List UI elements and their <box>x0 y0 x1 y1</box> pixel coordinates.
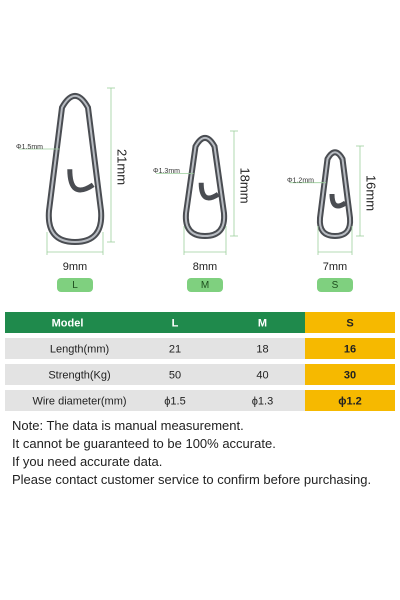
width-label: 9mm <box>63 261 87 273</box>
clip-highlight <box>47 94 103 244</box>
table-header-cell <box>305 312 395 333</box>
table-cell <box>305 364 395 385</box>
header-text: Model <box>52 317 84 329</box>
size-label: L <box>72 280 78 291</box>
table-cell <box>5 364 130 385</box>
diameter-label: Φ1.5mm <box>16 144 43 151</box>
table-cell <box>130 338 220 359</box>
table-cell <box>5 338 130 359</box>
clip-highlight <box>318 151 352 238</box>
cell-text: 16 <box>344 343 356 355</box>
table-cell <box>305 338 395 359</box>
cell-text: ϕ1.5 <box>164 395 185 407</box>
table-cell <box>220 364 305 385</box>
cell-text: 40 <box>256 369 268 381</box>
diameter-label: Φ1.3mm <box>153 168 180 175</box>
table-cell <box>130 390 220 411</box>
size-badge <box>57 278 93 292</box>
length-label: 21mm <box>115 149 130 185</box>
header-text: M <box>258 317 267 329</box>
table-cell <box>5 390 130 411</box>
length-label: 16mm <box>364 175 379 211</box>
header-text: S <box>346 317 353 329</box>
cell-text: Wire diameter(mm) <box>32 395 126 407</box>
clip-hook <box>329 193 347 209</box>
cell-text: ϕ1.2 <box>338 395 362 407</box>
note-line: If you need accurate data. <box>12 454 163 469</box>
width-label: 7mm <box>323 261 347 273</box>
cell-text: 50 <box>169 369 181 381</box>
cell-text: 18 <box>256 343 268 355</box>
cell-text: 30 <box>344 369 356 381</box>
clip-shape <box>45 92 105 246</box>
size-label: M <box>201 280 209 291</box>
table-cell <box>130 364 220 385</box>
clip-hook <box>67 169 95 193</box>
table-cell <box>305 390 395 411</box>
size-label: S <box>332 280 339 291</box>
table-header-cell <box>130 312 220 333</box>
cell-text: 21 <box>169 343 181 355</box>
clip-shape <box>182 134 228 240</box>
clip-hook <box>198 182 220 201</box>
size-badge <box>187 278 223 292</box>
cell-text: Length(mm) <box>50 343 109 355</box>
note-line: It cannot be guaranteed to be 100% accur… <box>12 436 276 451</box>
length-label: 18mm <box>238 167 253 203</box>
table-cell <box>220 390 305 411</box>
cell-text: Strength(Kg) <box>48 369 110 381</box>
table-header-cell <box>5 312 130 333</box>
diameter-label: Φ1.2mm <box>287 178 314 185</box>
table-header-cell <box>220 312 305 333</box>
width-label: 8mm <box>193 261 217 273</box>
clip-shape <box>316 149 354 240</box>
note-line: Please contact customer service to confi… <box>12 472 372 487</box>
clip-highlight <box>184 136 226 238</box>
note-line: Note: The data is manual measurement. <box>12 418 244 433</box>
header-text: L <box>172 317 179 329</box>
cell-text: ϕ1.3 <box>252 395 273 407</box>
table-cell <box>220 338 305 359</box>
size-badge <box>317 278 353 292</box>
